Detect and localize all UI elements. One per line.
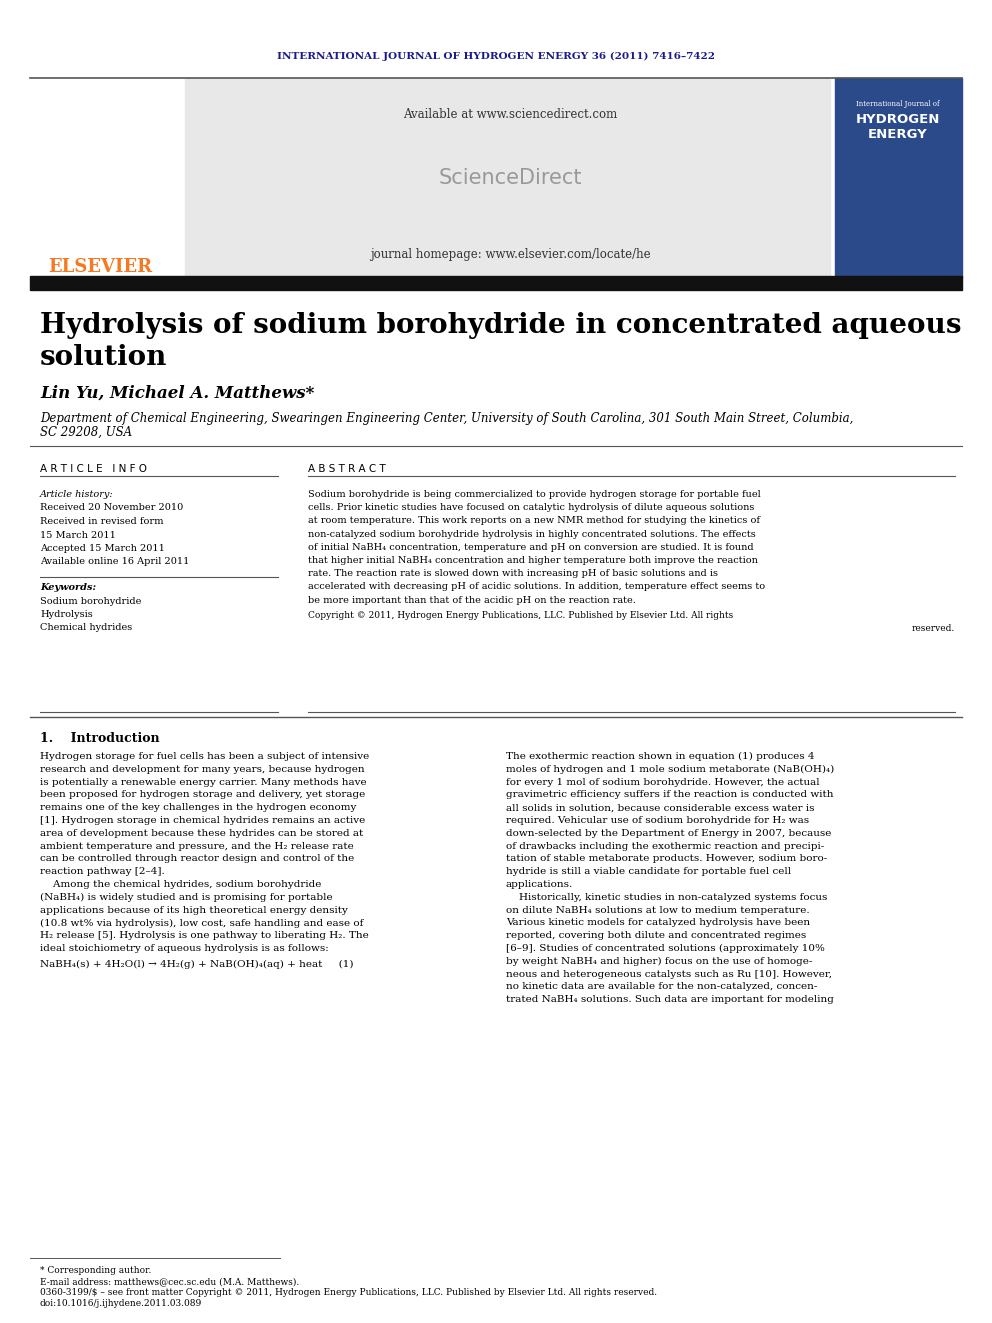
Text: Available at www.sciencedirect.com: Available at www.sciencedirect.com bbox=[403, 108, 617, 120]
Text: Copyright © 2011, Hydrogen Energy Publications, LLC. Published by Elsevier Ltd. : Copyright © 2011, Hydrogen Energy Public… bbox=[308, 611, 733, 619]
Text: (10.8 wt% via hydrolysis), low cost, safe handling and ease of: (10.8 wt% via hydrolysis), low cost, saf… bbox=[40, 918, 363, 927]
Text: area of development because these hydrides can be stored at: area of development because these hydrid… bbox=[40, 828, 363, 837]
Text: ScienceDirect: ScienceDirect bbox=[438, 168, 581, 188]
Text: 1.    Introduction: 1. Introduction bbox=[40, 732, 160, 745]
Text: for every 1 mol of sodium borohydride. However, the actual: for every 1 mol of sodium borohydride. H… bbox=[506, 778, 819, 787]
Text: INTERNATIONAL JOURNAL OF HYDROGEN ENERGY 36 (2011) 7416–7422: INTERNATIONAL JOURNAL OF HYDROGEN ENERGY… bbox=[277, 52, 715, 61]
Text: of initial NaBH₄ concentration, temperature and pH on conversion are studied. It: of initial NaBH₄ concentration, temperat… bbox=[308, 542, 754, 552]
Bar bbox=[0, 0, 992, 78]
Text: Received 20 November 2010: Received 20 November 2010 bbox=[40, 504, 184, 512]
Text: A R T I C L E   I N F O: A R T I C L E I N F O bbox=[40, 464, 147, 474]
Text: 0360-3199/$ – see front matter Copyright © 2011, Hydrogen Energy Publications, L: 0360-3199/$ – see front matter Copyright… bbox=[40, 1289, 657, 1297]
Text: reported, covering both dilute and concentrated regimes: reported, covering both dilute and conce… bbox=[506, 931, 806, 941]
Text: Hydrogen storage for fuel cells has been a subject of intensive: Hydrogen storage for fuel cells has been… bbox=[40, 751, 369, 761]
Text: required. Vehicular use of sodium borohydride for H₂ was: required. Vehicular use of sodium borohy… bbox=[506, 816, 809, 826]
Text: * Corresponding author.: * Corresponding author. bbox=[40, 1266, 152, 1275]
Text: journal homepage: www.elsevier.com/locate/he: journal homepage: www.elsevier.com/locat… bbox=[370, 247, 651, 261]
Text: Chemical hydrides: Chemical hydrides bbox=[40, 623, 132, 632]
Text: ideal stoichiometry of aqueous hydrolysis is as follows:: ideal stoichiometry of aqueous hydrolysi… bbox=[40, 945, 328, 953]
Text: Sodium borohydride: Sodium borohydride bbox=[40, 597, 142, 606]
Text: that higher initial NaBH₄ concentration and higher temperature both improve the : that higher initial NaBH₄ concentration … bbox=[308, 556, 758, 565]
Text: trated NaBH₄ solutions. Such data are important for modeling: trated NaBH₄ solutions. Such data are im… bbox=[506, 995, 834, 1004]
Text: been proposed for hydrogen storage and delivery, yet storage: been proposed for hydrogen storage and d… bbox=[40, 790, 365, 799]
Text: [1]. Hydrogen storage in chemical hydrides remains an active: [1]. Hydrogen storage in chemical hydrid… bbox=[40, 816, 365, 826]
Text: Hydrolysis of sodium borohydride in concentrated aqueous: Hydrolysis of sodium borohydride in conc… bbox=[40, 312, 961, 339]
Text: down-selected by the Department of Energy in 2007, because: down-selected by the Department of Energ… bbox=[506, 828, 831, 837]
Text: by weight NaBH₄ and higher) focus on the use of homoge-: by weight NaBH₄ and higher) focus on the… bbox=[506, 957, 812, 966]
Text: Department of Chemical Engineering, Swearingen Engineering Center, University of: Department of Chemical Engineering, Swea… bbox=[40, 411, 853, 425]
Text: SC 29208, USA: SC 29208, USA bbox=[40, 426, 132, 439]
Text: applications.: applications. bbox=[506, 880, 573, 889]
Text: reserved.: reserved. bbox=[912, 624, 955, 632]
Text: Various kinetic models for catalyzed hydrolysis have been: Various kinetic models for catalyzed hyd… bbox=[506, 918, 810, 927]
Text: non-catalyzed sodium borohydride hydrolysis in highly concentrated solutions. Th: non-catalyzed sodium borohydride hydroly… bbox=[308, 529, 756, 538]
Text: NaBH₄(s) + 4H₂O(l) → 4H₂(g) + NaB(OH)₄(aq) + heat     (1): NaBH₄(s) + 4H₂O(l) → 4H₂(g) + NaB(OH)₄(a… bbox=[40, 959, 353, 968]
Text: reaction pathway [2–4].: reaction pathway [2–4]. bbox=[40, 867, 165, 876]
Text: accelerated with decreasing pH of acidic solutions. In addition, temperature eff: accelerated with decreasing pH of acidic… bbox=[308, 582, 765, 591]
Text: Hydrolysis: Hydrolysis bbox=[40, 610, 92, 619]
Text: hydride is still a viable candidate for portable fuel cell: hydride is still a viable candidate for … bbox=[506, 867, 792, 876]
Text: Sodium borohydride is being commercialized to provide hydrogen storage for porta: Sodium borohydride is being commercializ… bbox=[308, 490, 761, 499]
Text: [6–9]. Studies of concentrated solutions (approximately 10%: [6–9]. Studies of concentrated solutions… bbox=[506, 945, 825, 953]
Text: solution: solution bbox=[40, 344, 168, 370]
Text: (NaBH₄) is widely studied and is promising for portable: (NaBH₄) is widely studied and is promisi… bbox=[40, 893, 332, 902]
Text: is potentially a renewable energy carrier. Many methods have: is potentially a renewable energy carrie… bbox=[40, 778, 367, 787]
Text: all solids in solution, because considerable excess water is: all solids in solution, because consider… bbox=[506, 803, 814, 812]
Text: rate. The reaction rate is slowed down with increasing pH of basic solutions and: rate. The reaction rate is slowed down w… bbox=[308, 569, 718, 578]
Text: Historically, kinetic studies in non-catalyzed systems focus: Historically, kinetic studies in non-cat… bbox=[506, 893, 827, 902]
Text: at room temperature. This work reports on a new NMR method for studying the kine: at room temperature. This work reports o… bbox=[308, 516, 760, 525]
Text: gravimetric efficiency suffers if the reaction is conducted with: gravimetric efficiency suffers if the re… bbox=[506, 790, 833, 799]
Text: be more important than that of the acidic pH on the reaction rate.: be more important than that of the acidi… bbox=[308, 595, 636, 605]
Text: HYDROGEN: HYDROGEN bbox=[856, 112, 940, 126]
Text: Lin Yu, Michael A. Matthews*: Lin Yu, Michael A. Matthews* bbox=[40, 385, 314, 402]
Text: moles of hydrogen and 1 mole sodium metaborate (NaB(OH)₄): moles of hydrogen and 1 mole sodium meta… bbox=[506, 765, 834, 774]
Text: Keywords:: Keywords: bbox=[40, 583, 96, 591]
Text: research and development for many years, because hydrogen: research and development for many years,… bbox=[40, 765, 365, 774]
Text: remains one of the key challenges in the hydrogen economy: remains one of the key challenges in the… bbox=[40, 803, 356, 812]
Text: ENERGY: ENERGY bbox=[868, 128, 928, 142]
Text: 15 March 2011: 15 March 2011 bbox=[40, 531, 116, 540]
Bar bbox=[30, 277, 962, 290]
Text: Article history:: Article history: bbox=[40, 490, 114, 499]
Text: of drawbacks including the exothermic reaction and precipi-: of drawbacks including the exothermic re… bbox=[506, 841, 824, 851]
Text: tation of stable metaborate products. However, sodium boro-: tation of stable metaborate products. Ho… bbox=[506, 855, 827, 864]
Text: on dilute NaBH₄ solutions at low to medium temperature.: on dilute NaBH₄ solutions at low to medi… bbox=[506, 906, 809, 914]
Text: International Journal of: International Journal of bbox=[856, 101, 939, 108]
Text: Available online 16 April 2011: Available online 16 April 2011 bbox=[40, 557, 189, 566]
Bar bbox=[185, 78, 830, 278]
Text: doi:10.1016/j.ijhydene.2011.03.089: doi:10.1016/j.ijhydene.2011.03.089 bbox=[40, 1299, 202, 1308]
Text: Among the chemical hydrides, sodium borohydride: Among the chemical hydrides, sodium boro… bbox=[40, 880, 321, 889]
Text: E-mail address: matthews@cec.sc.edu (M.A. Matthews).: E-mail address: matthews@cec.sc.edu (M.A… bbox=[40, 1277, 300, 1286]
Text: neous and heterogeneous catalysts such as Ru [10]. However,: neous and heterogeneous catalysts such a… bbox=[506, 970, 832, 979]
Text: no kinetic data are available for the non-catalyzed, concen-: no kinetic data are available for the no… bbox=[506, 983, 817, 991]
Text: can be controlled through reactor design and control of the: can be controlled through reactor design… bbox=[40, 855, 354, 864]
Bar bbox=[835, 78, 962, 278]
Text: The exothermic reaction shown in equation (1) produces 4: The exothermic reaction shown in equatio… bbox=[506, 751, 814, 761]
Text: Received in revised form: Received in revised form bbox=[40, 517, 164, 527]
Text: ambient temperature and pressure, and the H₂ release rate: ambient temperature and pressure, and th… bbox=[40, 841, 354, 851]
Text: Accepted 15 March 2011: Accepted 15 March 2011 bbox=[40, 544, 165, 553]
Text: A B S T R A C T: A B S T R A C T bbox=[308, 464, 386, 474]
Text: H₂ release [5]. Hydrolysis is one pathway to liberating H₂. The: H₂ release [5]. Hydrolysis is one pathwa… bbox=[40, 931, 369, 941]
Text: ELSEVIER: ELSEVIER bbox=[48, 258, 152, 277]
Text: applications because of its high theoretical energy density: applications because of its high theoret… bbox=[40, 906, 348, 914]
Text: cells. Prior kinetic studies have focused on catalytic hydrolysis of dilute aque: cells. Prior kinetic studies have focuse… bbox=[308, 503, 754, 512]
